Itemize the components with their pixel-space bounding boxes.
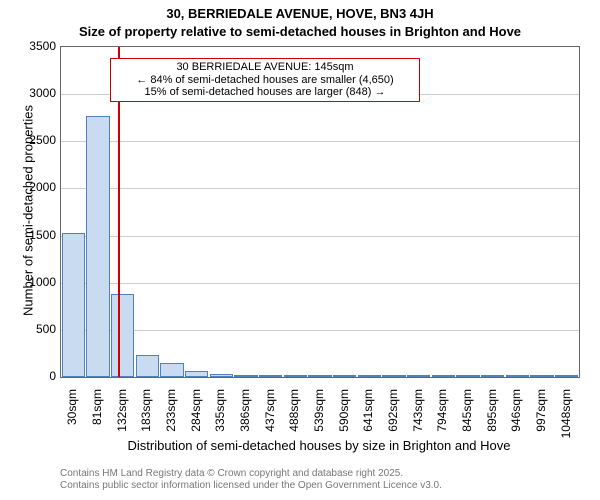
histogram-bar (407, 375, 430, 377)
chart-title-line2: Size of property relative to semi-detach… (0, 24, 600, 39)
histogram-bar (555, 375, 578, 377)
gridline (61, 188, 579, 189)
histogram-bar (160, 363, 183, 377)
x-tick-label: 743sqm (411, 389, 425, 449)
x-tick-label: 30sqm (65, 389, 79, 449)
y-tick-label: 3500 (18, 39, 56, 53)
histogram-bar (358, 375, 381, 377)
histogram-bar (259, 375, 282, 377)
histogram-bar (234, 375, 257, 377)
y-tick-label: 1500 (18, 228, 56, 242)
histogram-bar (210, 374, 233, 377)
gridline (61, 236, 579, 237)
x-tick-label: 946sqm (509, 389, 523, 449)
x-tick-label: 895sqm (485, 389, 499, 449)
histogram-bar (481, 375, 504, 377)
x-tick-label: 132sqm (115, 389, 129, 449)
x-tick-label: 794sqm (435, 389, 449, 449)
y-tick-label: 1000 (18, 275, 56, 289)
histogram-bar (284, 375, 307, 377)
y-tick-label: 500 (18, 322, 56, 336)
annotation-line1: 30 BERRIEDALE AVENUE: 145sqm (115, 61, 415, 74)
y-tick-label: 3000 (18, 86, 56, 100)
histogram-bar (456, 375, 479, 377)
y-tick-label: 2500 (18, 133, 56, 147)
x-tick-label: 233sqm (164, 389, 178, 449)
x-tick-label: 335sqm (213, 389, 227, 449)
attribution-line1: Contains HM Land Registry data © Crown c… (60, 468, 442, 480)
annotation-line2: ← 84% of semi-detached houses are smalle… (115, 74, 415, 87)
histogram-bar (185, 371, 208, 377)
x-tick-label: 284sqm (189, 389, 203, 449)
annotation-line3: 15% of semi-detached houses are larger (… (115, 86, 415, 99)
x-tick-label: 539sqm (312, 389, 326, 449)
histogram-bar (382, 375, 405, 377)
histogram-bar (62, 233, 85, 377)
attribution-text: Contains HM Land Registry data © Crown c… (60, 468, 442, 492)
x-tick-label: 590sqm (337, 389, 351, 449)
y-tick-label: 2000 (18, 180, 56, 194)
histogram-bar (432, 375, 455, 377)
histogram-bar (111, 294, 134, 377)
x-tick-label: 183sqm (139, 389, 153, 449)
x-tick-label: 641sqm (361, 389, 375, 449)
x-tick-label: 1048sqm (559, 389, 573, 449)
chart-title-line1: 30, BERRIEDALE AVENUE, HOVE, BN3 4JH (0, 6, 600, 21)
histogram-bar (333, 375, 356, 377)
histogram-bar (530, 375, 553, 377)
y-tick-label: 0 (18, 369, 56, 383)
x-tick-label: 692sqm (386, 389, 400, 449)
x-tick-label: 81sqm (90, 389, 104, 449)
histogram-bar (506, 375, 529, 377)
annotation-box: 30 BERRIEDALE AVENUE: 145sqm ← 84% of se… (110, 58, 420, 102)
histogram-bar (136, 355, 159, 377)
x-tick-label: 997sqm (534, 389, 548, 449)
histogram-bar (308, 375, 331, 377)
x-tick-label: 488sqm (287, 389, 301, 449)
gridline (61, 330, 579, 331)
gridline (61, 283, 579, 284)
x-tick-label: 386sqm (238, 389, 252, 449)
chart-container: 30, BERRIEDALE AVENUE, HOVE, BN3 4JH Siz… (0, 0, 600, 500)
gridline (61, 141, 579, 142)
attribution-line2: Contains public sector information licen… (60, 480, 442, 492)
histogram-bar (86, 116, 109, 377)
x-tick-label: 845sqm (460, 389, 474, 449)
x-tick-label: 437sqm (263, 389, 277, 449)
